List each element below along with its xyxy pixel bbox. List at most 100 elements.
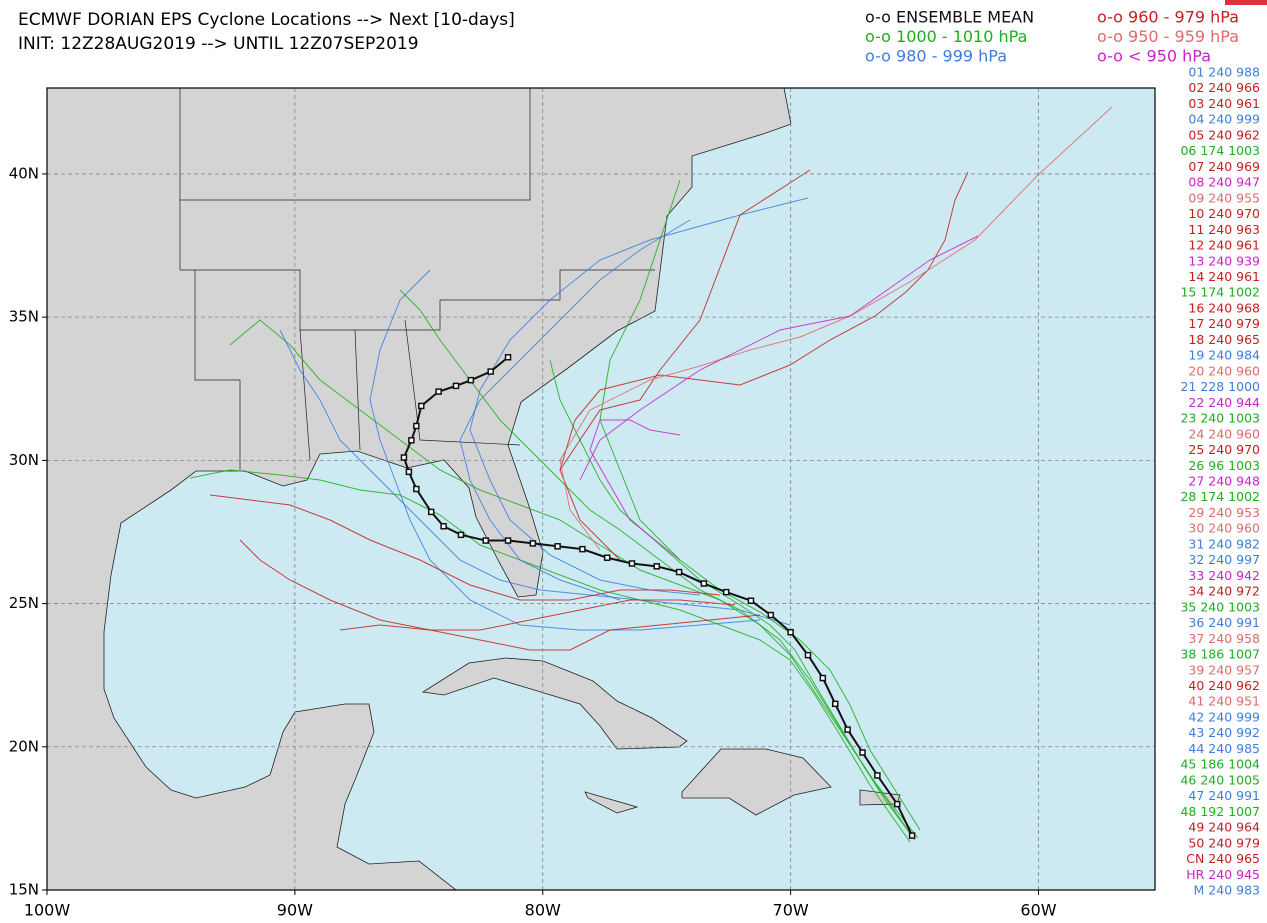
hispaniola [681,748,832,816]
mean-point [628,560,636,567]
member-label: 08 240 947 [1188,175,1260,190]
y-tick-label: 25N [9,594,39,612]
mean-point [413,485,420,493]
legend-entry: o-o 960 - 979 hPa [1097,8,1239,27]
track [399,289,916,841]
member-label: 26 96 1003 [1188,458,1260,473]
track [369,269,761,631]
member-label: 33 240 942 [1188,568,1260,583]
state-borders [354,329,361,451]
member-label: 02 240 966 [1188,80,1260,95]
member-label: 21 228 1000 [1180,379,1260,394]
member-label: 19 240 984 [1188,348,1260,363]
mean-point [874,772,881,779]
member-label: M 240 983 [1194,883,1260,898]
ensemble-mean [400,353,916,839]
mean-point [603,554,611,561]
track [239,539,736,631]
member-label: 41 240 951 [1188,694,1260,709]
member-label: 18 240 965 [1188,332,1260,347]
member-label: 06 174 1003 [1180,143,1260,158]
member-label: 14 240 961 [1188,269,1260,284]
mean-point [504,537,512,544]
mean-point [554,543,561,550]
axes: 100W 90W 80W 70W 60W 15N 20N 25N 30N 35N 40N [9,164,1057,919]
member-label: 11 240 963 [1188,222,1260,237]
member-label: 25 240 970 [1188,442,1260,457]
member-label: 47 240 991 [1188,788,1260,803]
mean-point [452,382,460,390]
track [579,235,979,481]
subtitle: INIT: 12Z28AUG2019 --> UNTIL 12Z07SEP201… [18,34,419,54]
state-borders [179,88,655,331]
member-label: CN 240 965 [1186,851,1260,866]
track [229,319,913,837]
y-tick-label: 35N [9,308,39,326]
mean-point [405,468,413,476]
map-frame [46,87,1156,891]
track [209,494,721,601]
corner-mark [1225,0,1267,5]
member-label: 20 240 960 [1188,363,1260,378]
legend-entry: o-o 950 - 959 hPa [1097,27,1239,46]
x-tick-label: 70W [773,901,809,920]
member-label: 22 240 944 [1188,395,1260,410]
member-label: 31 240 982 [1188,536,1260,551]
member-label: 48 192 1007 [1180,804,1260,819]
member-label: 09 240 955 [1188,190,1260,205]
state-borders [404,319,521,446]
mean-point [440,522,447,530]
member-tracks [189,106,1113,843]
state-borders [299,329,311,461]
member-label: 30 240 960 [1188,521,1260,536]
mean-point [435,388,442,395]
member-label: 03 240 961 [1188,96,1260,111]
mean-point [467,376,475,384]
member-label: 42 240 999 [1188,709,1260,724]
member-label: 05 240 962 [1188,127,1260,142]
mean-point [893,800,901,808]
member-label: 46 240 1005 [1180,772,1260,787]
member-label: 15 174 1002 [1180,285,1260,300]
member-label: 13 240 939 [1188,253,1260,268]
x-tick-label: 90W [277,901,313,920]
member-label: 36 240 991 [1188,615,1260,630]
track [469,197,809,596]
map [47,88,1155,890]
y-tick-label: 40N [9,164,39,182]
track [549,359,919,839]
legend-entry: o-o ENSEMBLE MEAN [865,8,1034,27]
member-label: 45 186 1004 [1180,757,1260,772]
cuba [421,657,688,750]
member-label: 16 240 968 [1188,300,1260,315]
track [559,169,811,471]
jamaica [584,791,639,814]
member-label: 43 240 992 [1188,725,1260,740]
member-label: 04 240 999 [1188,112,1260,127]
member-label: 44 240 985 [1188,741,1260,756]
mean-point [408,437,415,444]
member-label: HR 240 945 [1186,867,1260,882]
member-label: 28 174 1002 [1180,489,1260,504]
track [459,219,691,601]
mean-point [722,588,730,596]
member-label: 29 240 953 [1188,505,1260,520]
x-tick-label: 60W [1020,901,1056,920]
member-label: 01 240 988 [1188,65,1260,80]
track [589,419,681,561]
mean-point [400,454,408,461]
state-borders [194,270,241,470]
mean-point [747,597,755,604]
member-label: 17 240 979 [1188,316,1260,331]
member-label: 39 240 957 [1188,662,1260,677]
member-label: 49 240 964 [1188,820,1260,835]
mean-point [767,611,775,619]
mean-point [908,832,916,839]
mean-point [457,531,465,539]
mean-point [504,353,512,361]
member-label: 12 240 961 [1188,238,1260,253]
member-label: 07 240 969 [1188,159,1260,174]
